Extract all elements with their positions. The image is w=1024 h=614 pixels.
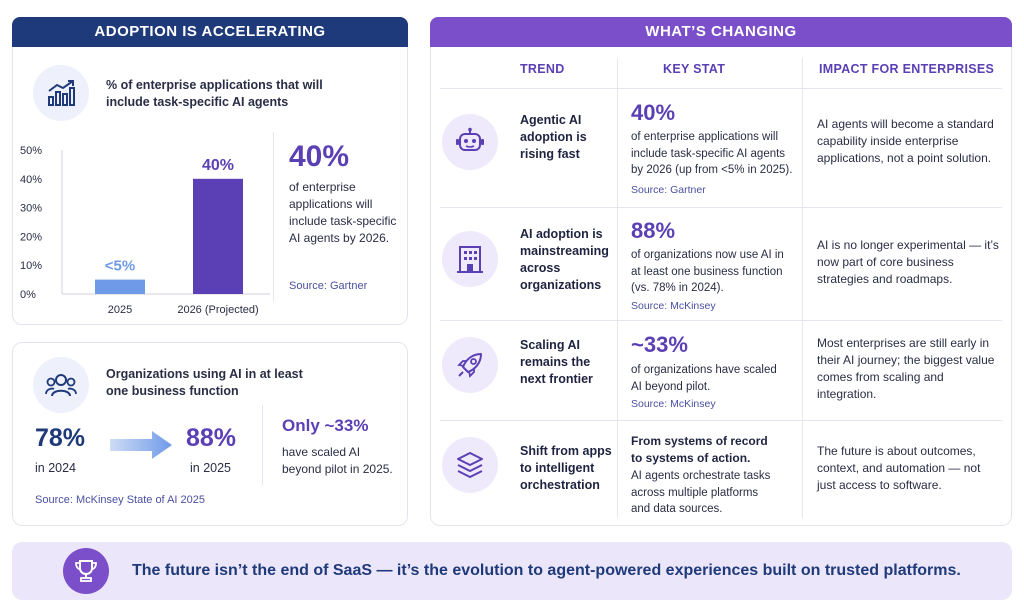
trend-chart-icon xyxy=(33,65,89,121)
bar-data-label: <5% xyxy=(105,258,135,275)
x-category-label: 2026 (Projected) xyxy=(177,304,258,316)
key-stat-source: Source: McKinsey xyxy=(631,398,716,410)
to-label: in 2025 xyxy=(190,461,232,475)
orgs-source: Source: McKinsey State of AI 2025 xyxy=(35,494,205,506)
trend-label: Scaling AI remains the next frontier xyxy=(520,338,593,386)
trend-label: Shift from apps to intelligent orchestra… xyxy=(520,444,612,492)
chart-stat-description: of enterprise applications will include … xyxy=(289,180,397,245)
right-section-header: WHAT’S CHANGING xyxy=(430,17,1012,47)
x-category-label: 2025 xyxy=(108,304,132,316)
table-col-divider-2 xyxy=(802,58,803,518)
arrow-right-icon xyxy=(110,431,172,459)
orgs-card-heading: Organizations using AI in at least one b… xyxy=(106,367,303,398)
key-stat-source: Source: Gartner xyxy=(631,184,706,196)
footer-text: The future isn’t the end of SaaS — it’s … xyxy=(132,562,961,579)
key-stat-value: ~33% xyxy=(631,332,688,357)
layers-icon xyxy=(442,437,498,493)
chart-card-heading: % of enterprise applications that will i… xyxy=(106,78,323,109)
footer-banner xyxy=(12,542,1012,600)
key-stat-text: of enterprise applications will include … xyxy=(631,131,793,176)
y-tick-label: 10% xyxy=(20,260,42,272)
chart-big-stat: 40% xyxy=(289,140,350,173)
orgs-divider xyxy=(262,405,263,485)
bar xyxy=(95,279,145,294)
table-row-divider xyxy=(440,320,1002,321)
chart-divider xyxy=(273,132,274,302)
y-tick-label: 50% xyxy=(20,145,42,157)
users-icon xyxy=(33,357,89,413)
trend-label: AI adoption is mainstreaming across orga… xyxy=(520,227,609,292)
left-section-header: ADOPTION IS ACCELERATING xyxy=(12,17,408,47)
column-header-trend: TREND xyxy=(520,62,565,76)
from-label: in 2024 xyxy=(35,461,77,475)
key-stat-heading: From systems of record to systems of act… xyxy=(631,434,768,465)
to-value: 88% xyxy=(186,424,237,452)
table-row-divider xyxy=(440,420,1002,421)
y-tick-label: 30% xyxy=(20,203,42,215)
y-tick-label: 40% xyxy=(20,174,42,186)
impact-text: AI agents will become a standard capabil… xyxy=(817,117,994,165)
table-row-divider xyxy=(440,88,1002,89)
rocket-icon xyxy=(442,337,498,393)
y-tick-label: 0% xyxy=(20,289,36,301)
y-tick-label: 20% xyxy=(20,231,42,243)
bar-data-label: 40% xyxy=(202,157,234,174)
scaled-stat: Only ~33% xyxy=(282,416,369,435)
chart-source: Source: Gartner xyxy=(289,280,368,292)
key-stat-source: Source: McKinsey xyxy=(631,300,716,312)
key-stat-value: 40% xyxy=(631,100,676,125)
table-col-divider-1 xyxy=(617,58,618,518)
bar xyxy=(193,178,243,294)
impact-text: The future is about outcomes, context, a… xyxy=(817,444,981,492)
trend-label: Agentic AI adoption is rising fast xyxy=(520,113,587,161)
scaled-description: have scaled AI beyond pilot in 2025. xyxy=(282,445,393,476)
column-header-key-stat: KEY STAT xyxy=(663,62,726,76)
column-header-impact: IMPACT FOR ENTERPRISES xyxy=(819,62,995,76)
changes-table-card xyxy=(430,47,1012,526)
trophy-icon xyxy=(63,548,109,594)
impact-text: Most enterprises are still early in thei… xyxy=(817,336,995,401)
bar-chart: 50% 40% 30% 20% 10% 0% <5% 2025 40% 2026 (Project… xyxy=(20,145,270,316)
key-stat-text: of organizations have scaled AI beyond p… xyxy=(631,364,777,393)
building-icon xyxy=(442,231,498,287)
impact-text: AI is no longer experimental — it’s now … xyxy=(817,238,999,286)
table-row-divider xyxy=(440,207,1002,208)
from-value: 78% xyxy=(35,424,86,452)
robot-icon xyxy=(442,114,498,170)
key-stat-text: of organizations now use AI in at least … xyxy=(631,249,784,294)
key-stat-value: 88% xyxy=(631,218,676,243)
key-stat-text: AI agents orchestrate tasks across multi… xyxy=(631,470,771,515)
